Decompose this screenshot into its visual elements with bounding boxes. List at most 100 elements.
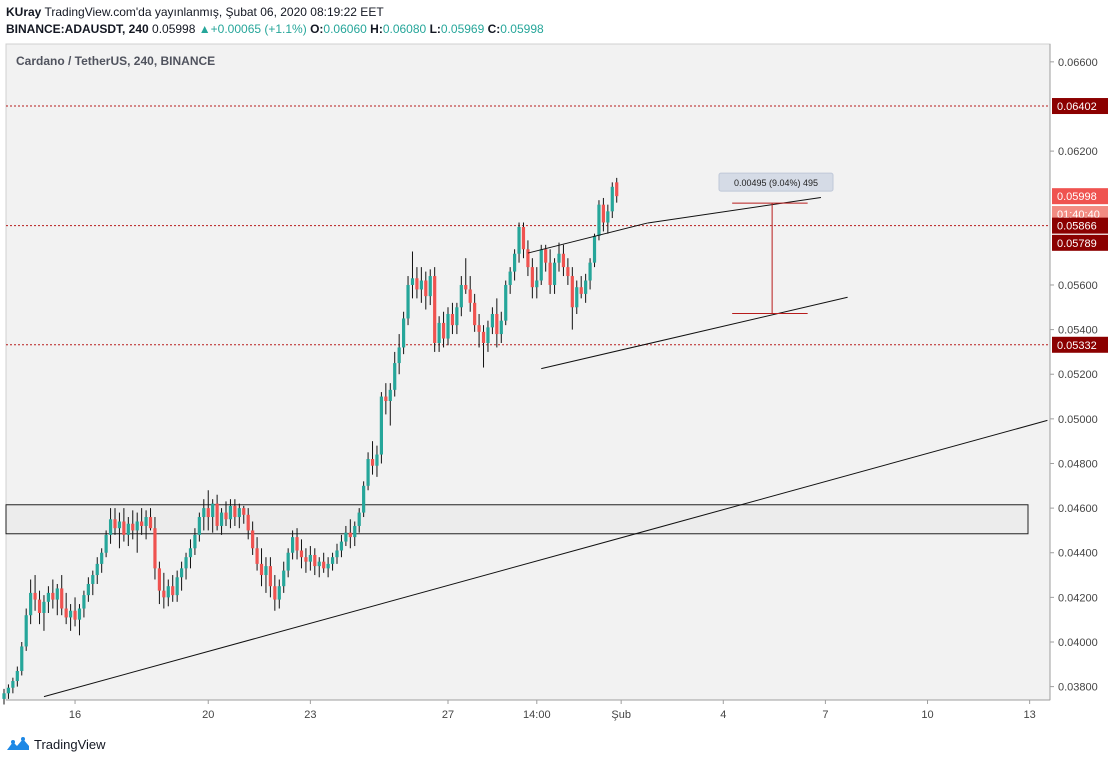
horizontal-levels	[6, 105, 1050, 346]
time-axis[interactable]: 16 20 23 27 14:00 Şub 4 7 10 13	[69, 700, 1036, 721]
price-label-box	[1052, 336, 1108, 353]
candle-up	[490, 307, 494, 335]
candle-body	[486, 327, 490, 343]
candle-body	[557, 253, 561, 263]
candle-body	[255, 548, 259, 564]
price-tick-label: 0.04600	[1058, 503, 1098, 515]
candle-down	[348, 519, 352, 549]
candle-body	[393, 363, 397, 390]
candle-body	[384, 396, 388, 402]
candle-body	[455, 307, 459, 326]
price-change: +0.00065 (+1.1%)	[210, 22, 307, 36]
candle-body	[348, 532, 352, 538]
candle-body	[193, 534, 197, 549]
candle-up	[91, 570, 95, 596]
candle-up	[237, 503, 241, 529]
candle-up	[6, 684, 11, 699]
candle-up	[446, 307, 450, 346]
time-tick-label: 16	[69, 709, 81, 721]
candle-down	[73, 597, 77, 627]
candle-body	[366, 459, 370, 486]
candle-up	[180, 561, 184, 591]
price-label-text: 0.05998	[1057, 191, 1097, 203]
candle-down	[268, 557, 272, 598]
candle-body	[584, 280, 588, 294]
candle-up	[419, 267, 423, 303]
candle-body	[246, 514, 250, 531]
candle-body	[162, 590, 166, 598]
candle-up	[55, 583, 59, 616]
chart-plot-area[interactable]	[5, 43, 1051, 701]
candle-down	[215, 494, 219, 531]
candle-up	[539, 244, 543, 285]
candle-up	[410, 251, 415, 299]
candle-body	[464, 284, 468, 290]
candle-up	[277, 579, 281, 609]
candle-body	[42, 601, 46, 613]
price-tick-label: 0.04800	[1058, 458, 1098, 470]
candle-body	[441, 322, 446, 339]
candle-up	[455, 302, 459, 335]
candle-body	[410, 278, 415, 285]
candle-down	[148, 508, 153, 531]
trend-line	[43, 419, 1048, 698]
low-label: L:	[429, 22, 441, 36]
candle-body	[117, 521, 122, 529]
candle-up	[282, 561, 286, 593]
candle-down	[441, 311, 446, 348]
price-tick-label: 0.05000	[1058, 414, 1098, 426]
candle-up	[24, 608, 28, 651]
candle-body	[148, 517, 153, 529]
support-zone	[5, 504, 1029, 535]
price-tick-label: 0.05600	[1058, 280, 1098, 292]
price-chart[interactable]: Cardano / TetherUS, 240, BINANCE 0.00495…	[0, 0, 1118, 730]
candle-body	[304, 557, 308, 562]
candles	[2, 177, 619, 705]
tradingview-logo-icon	[7, 737, 29, 750]
candle-body	[64, 608, 68, 618]
candle-body	[273, 586, 277, 600]
candle-body	[171, 586, 175, 596]
price-label-box	[1052, 98, 1108, 115]
candle-down	[473, 293, 477, 332]
candle-down	[255, 537, 259, 571]
candle-body	[46, 592, 50, 602]
candle-down	[570, 267, 574, 330]
candle-up	[104, 530, 108, 558]
time-tick-label: Şub	[611, 709, 631, 721]
candle-body	[153, 528, 157, 569]
candle-up	[77, 604, 82, 636]
candle-up	[286, 548, 290, 578]
candle-down	[246, 508, 250, 540]
candle-up	[82, 590, 86, 618]
price-tick-label: 0.04400	[1058, 548, 1098, 560]
candle-down	[122, 508, 126, 542]
price-tick-label: 0.04000	[1058, 637, 1098, 649]
candle-body	[175, 577, 179, 596]
candle-body	[610, 186, 614, 212]
tradingview-logo[interactable]: TradingView	[6, 736, 106, 752]
candle-body	[113, 519, 117, 529]
symbol-info: BINANCE:ADAUSDT, 240 0.05998 ▲+0.00065 (…	[6, 21, 544, 38]
candle-down	[171, 575, 175, 602]
candle-down	[233, 499, 237, 526]
time-tick-label: 27	[442, 709, 454, 721]
candle-body	[579, 287, 583, 294]
candle-body	[233, 505, 237, 518]
candle-body	[180, 568, 184, 578]
candle-body	[82, 595, 86, 609]
candle-down	[113, 508, 117, 535]
candle-body	[606, 211, 610, 223]
price-axis[interactable]: 0.06600 0.06200 0.05600 0.05400 0.05200 0.050…	[1050, 57, 1098, 694]
candle-body	[295, 537, 299, 551]
candle-up	[344, 525, 348, 547]
candle-body	[397, 347, 401, 364]
candle-body	[450, 313, 455, 326]
candle-body	[477, 325, 481, 332]
candle-down	[304, 548, 308, 573]
candle-body	[437, 322, 441, 343]
candle-up	[375, 445, 379, 477]
candle-up	[2, 688, 6, 705]
candle-body	[588, 262, 592, 281]
candle-body	[135, 521, 139, 531]
